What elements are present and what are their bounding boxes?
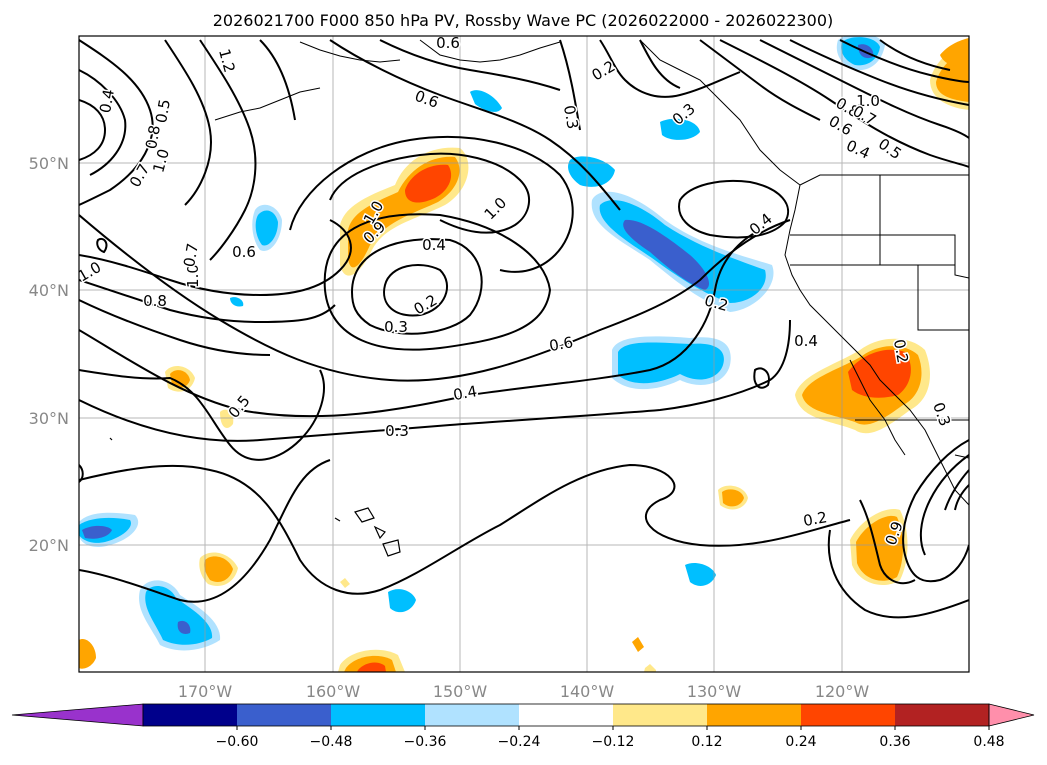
colorbar-segment (613, 704, 708, 726)
colorbar-segment (331, 704, 426, 726)
contour-label: 0.7 (180, 242, 202, 269)
colorbar-tick-label: 0.12 (691, 734, 722, 750)
colorbar-extend-high (988, 703, 1035, 727)
lat-label: 20°N (29, 536, 69, 555)
anomaly-nw-pacific-positive (340, 147, 469, 276)
lat-label: 40°N (29, 281, 69, 300)
colorbar: −0.60 −0.48 −0.36 −0.24 −0.12 0.12 0.24 0.36 0.4… (11, 703, 1035, 750)
contour-label: 0.3 (385, 422, 409, 440)
lat-labels: 50°N 40°N 30°N 20°N (29, 154, 69, 555)
colorbar-extend-low (11, 703, 144, 727)
colorbar-tick-label: 0.48 (973, 734, 1004, 750)
anomaly-mexico-positive (850, 509, 908, 585)
lat-label: 30°N (29, 409, 69, 428)
contour-label: 0.8 (142, 124, 164, 151)
colorbar-tick-label: 0.36 (879, 734, 910, 750)
hawaiian-islands (109, 437, 401, 557)
colorbar-border (142, 703, 990, 727)
anomaly-gulf-of-alaska-negative (470, 90, 774, 312)
contour-label: 1.0 (856, 92, 880, 110)
lon-label: 150°W (433, 682, 488, 701)
colorbar-tick-label: 0.24 (785, 734, 816, 750)
colorbar-segment (519, 704, 614, 726)
colorbar-tick-label: −0.36 (404, 734, 447, 750)
lon-label: 140°W (560, 682, 615, 701)
lon-labels: 170°W 160°W 150°W 140°W 130°W 120°W (178, 682, 870, 701)
lon-label: 160°W (306, 682, 361, 701)
contour-label: 0.4 (422, 236, 446, 254)
colorbar-segment (425, 704, 520, 726)
colorbar-tick-label: −0.60 (216, 734, 259, 750)
contour-label: 0.4 (96, 88, 118, 115)
anomaly-ne-corner-positive (930, 38, 969, 110)
anomaly-hawaii-sw-negative (139, 563, 716, 651)
colorbar-tick-label: −0.48 (310, 734, 353, 750)
contour-label: 0.3 (560, 104, 582, 131)
colorbar-segment (143, 704, 238, 726)
contour-label: 1.0 (184, 264, 202, 288)
anomaly-small-positive (79, 366, 748, 672)
graticule (79, 36, 969, 672)
anomaly-central-pacific-negative (612, 336, 731, 390)
map-frame (78, 35, 970, 673)
anomaly-west-negative (79, 204, 282, 547)
lon-label: 130°W (687, 682, 742, 701)
map-area: 0.6 0.6 1.2 0.4 0.5 0.8 1.0 0.7 1.0 0.6 … (79, 34, 969, 672)
coastlines (214, 39, 969, 506)
lon-label: 120°W (815, 682, 870, 701)
contour-label: 0.4 (794, 332, 818, 350)
contour-label: 0.6 (232, 243, 256, 261)
pv-contours (79, 39, 969, 619)
lat-label: 50°N (29, 154, 69, 173)
contour-label: 0.8 (143, 292, 167, 310)
colorbar-segment (801, 704, 896, 726)
colorbar-tick-label: −0.24 (498, 734, 541, 750)
colorbar-segment (707, 704, 802, 726)
figure-title: 2026021700 F000 850 hPa PV, Rossby Wave … (213, 11, 834, 30)
colorbar-segment (895, 704, 990, 726)
colorbar-segment (237, 704, 332, 726)
lon-label: 170°W (178, 682, 233, 701)
contour-label: 0.6 (436, 34, 460, 52)
contour-label: 0.3 (384, 318, 408, 336)
colorbar-tick-label: −0.12 (592, 734, 635, 750)
contour-label: 0.2 (802, 508, 829, 530)
